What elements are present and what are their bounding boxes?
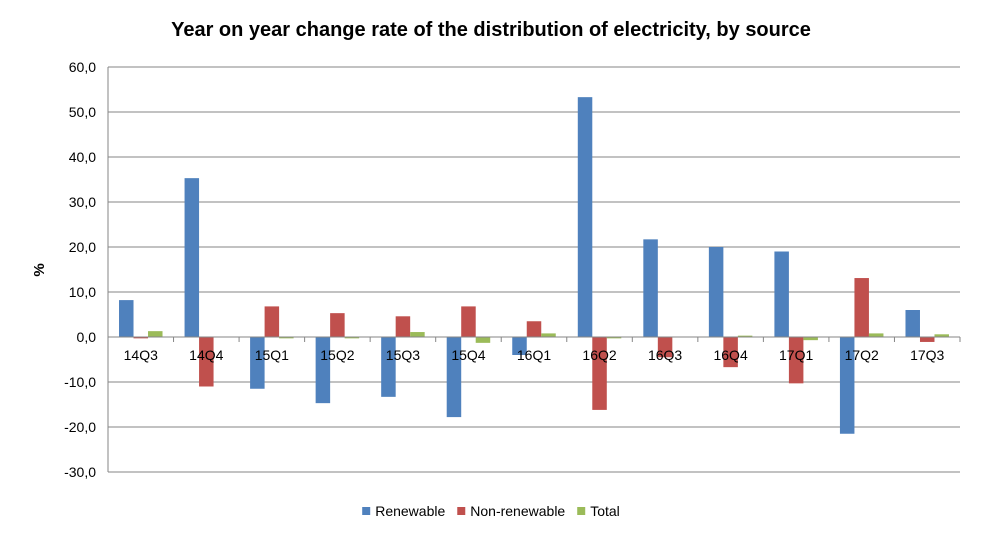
y-tick-label: -20,0 xyxy=(64,419,96,435)
bar-renewable-16Q2 xyxy=(577,97,593,338)
x-tick-label: 17Q3 xyxy=(910,347,944,363)
category-labels: 14Q3 14Q4 15Q1 15Q2 15Q3 15Q4 16Q1 16Q2 16Q3 16Q4… xyxy=(124,347,945,363)
axes xyxy=(107,67,961,472)
bar-non-renewable-16Q1 xyxy=(526,321,542,337)
bar-non-renewable-15Q4 xyxy=(461,306,476,337)
bar-renewable-15Q2 xyxy=(315,337,331,404)
y-axis-label: % xyxy=(31,263,48,276)
bar-non-renewable-14Q3 xyxy=(133,337,149,339)
y-tick-label: 10,0 xyxy=(69,284,96,300)
bar-non-renewable-17Q2 xyxy=(854,278,869,337)
bar-renewable-17Q2 xyxy=(839,337,855,434)
bar-non-renewable-17Q3 xyxy=(919,337,935,342)
bar-renewable-14Q4 xyxy=(184,178,200,337)
bar-renewable-15Q3 xyxy=(381,337,396,397)
y-axis-ticks: 60,0 50,0 40,0 30,0 20,0 10,0 0,0 -10,0 -20,0 -30… xyxy=(64,59,96,480)
y-tick-label: 40,0 xyxy=(69,149,96,165)
y-tick-label: 20,0 xyxy=(69,239,96,255)
y-tick-label: -30,0 xyxy=(64,464,96,480)
bar-total-15Q4 xyxy=(475,337,491,343)
bar-non-renewable-15Q3 xyxy=(395,316,411,337)
legend: Renewable Non-renewable Total xyxy=(362,503,620,519)
bar-total-16Q4 xyxy=(737,335,753,337)
gridlines xyxy=(108,66,960,473)
bar-total-14Q3 xyxy=(148,331,163,337)
y-tick-label: 60,0 xyxy=(69,59,96,75)
legend-label: Renewable xyxy=(375,503,445,519)
x-tick-label: 17Q2 xyxy=(845,347,879,363)
bar-renewable-16Q4 xyxy=(708,247,724,337)
bar-non-renewable-15Q1 xyxy=(264,306,280,337)
bar-non-renewable-15Q2 xyxy=(330,313,345,337)
y-tick-label: -10,0 xyxy=(64,374,96,390)
bar-total-15Q3 xyxy=(410,332,425,337)
bar-non-renewable-17Q1 xyxy=(788,337,804,384)
bar-total-17Q3 xyxy=(934,334,949,337)
chart-title: Year on year change rate of the distribu… xyxy=(171,19,811,41)
y-tick-label: 50,0 xyxy=(69,104,96,120)
x-tick-label: 16Q4 xyxy=(713,347,747,363)
bar-non-renewable-14Q4 xyxy=(199,337,214,387)
bar-renewable-16Q1 xyxy=(512,337,527,355)
legend-label: Non-renewable xyxy=(470,503,565,519)
bar-renewable-14Q3 xyxy=(119,300,134,337)
legend-label: Total xyxy=(590,503,620,519)
x-tick-label: 16Q2 xyxy=(582,347,616,363)
x-tick-label: 14Q3 xyxy=(124,347,158,363)
bar-non-renewable-16Q2 xyxy=(592,337,607,410)
bar-non-renewable-16Q4 xyxy=(723,337,738,368)
bar-renewable-16Q3 xyxy=(643,239,658,337)
bar-renewable-17Q3 xyxy=(905,310,920,337)
x-tick-label: 15Q3 xyxy=(386,347,420,363)
bar-non-renewable-16Q3 xyxy=(657,337,673,358)
bar-renewable-15Q1 xyxy=(250,337,265,389)
y-tick-label: 30,0 xyxy=(69,194,96,210)
bar-total-15Q2 xyxy=(344,337,360,339)
legend-marker xyxy=(362,507,371,515)
bar-renewable-15Q4 xyxy=(446,337,462,418)
legend-marker xyxy=(577,507,586,515)
legend-marker xyxy=(457,507,466,515)
bar-total-15Q1 xyxy=(279,337,294,339)
bar-total-16Q1 xyxy=(541,333,556,337)
x-tick-label: 14Q4 xyxy=(189,347,223,363)
bar-total-17Q2 xyxy=(868,333,884,337)
bar-renewable-17Q1 xyxy=(774,251,789,337)
x-tick-label: 16Q3 xyxy=(648,347,682,363)
bars xyxy=(119,97,949,434)
y-tick-label: 0,0 xyxy=(77,329,97,345)
x-tick-label: 15Q1 xyxy=(255,347,289,363)
x-tick-label: 17Q1 xyxy=(779,347,813,363)
x-tick-label: 15Q2 xyxy=(320,347,354,363)
bar-total-16Q2 xyxy=(606,337,622,339)
x-tick-label: 15Q4 xyxy=(451,347,485,363)
x-tick-label: 16Q1 xyxy=(517,347,551,363)
bar-total-17Q1 xyxy=(803,337,818,341)
